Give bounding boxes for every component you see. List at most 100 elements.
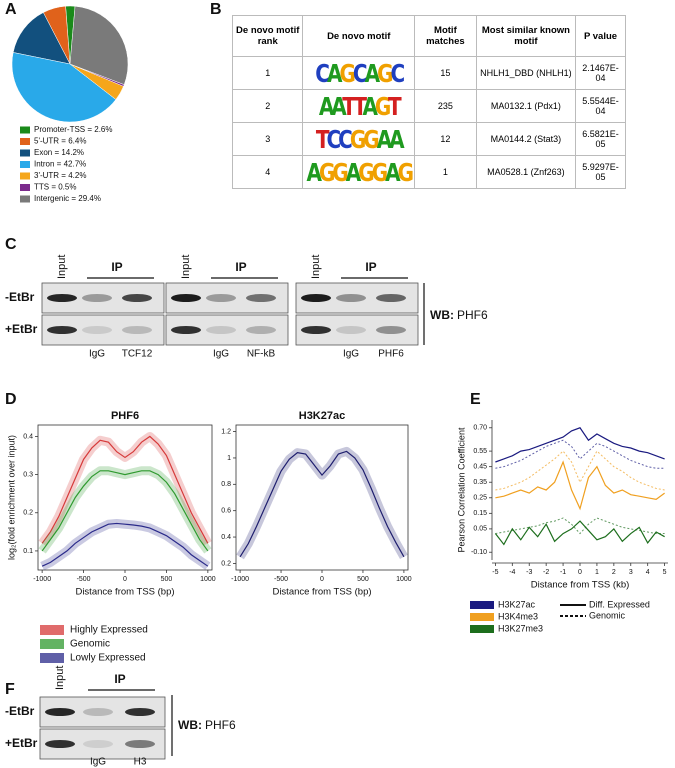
- genomic-line: [495, 450, 665, 491]
- legend-swatch: [20, 161, 30, 168]
- y-tick-label: 0.45: [473, 464, 487, 471]
- motif-logo: TCCGGAA: [315, 124, 405, 154]
- motif-logo: AATTAGT: [318, 91, 402, 121]
- row-label: -EtBr: [5, 704, 35, 718]
- lane-label: IgG: [343, 349, 359, 360]
- table-cell: NHLH1_DBD (NHLH1): [475, 56, 577, 90]
- legend-label: Highly Expressed: [70, 625, 148, 636]
- ip-label: IP: [235, 260, 246, 274]
- lane-label: Input: [180, 255, 192, 279]
- panel-label: B: [210, 1, 222, 18]
- blot-band: [171, 326, 201, 334]
- header-cell: De novo motif: [302, 15, 416, 57]
- x-tick-label: 5: [663, 569, 667, 576]
- confidence-band: [236, 446, 408, 560]
- blot-band: [246, 326, 276, 334]
- table-cell: 6.5821E-05: [575, 122, 626, 156]
- confidence-band: [40, 518, 211, 571]
- row-label: +EtBr: [5, 322, 38, 336]
- x-axis-label: Distance from TSS (bp): [75, 587, 174, 598]
- series-line: [494, 520, 665, 546]
- blot-band: [301, 294, 331, 302]
- blot-band: [336, 326, 366, 334]
- blot-band: [82, 326, 112, 334]
- motif-cell: AGGAGGAG: [302, 155, 416, 189]
- x-tick-label: 0: [578, 569, 582, 576]
- table-row: 3 TCCGGAA 12 MA0144.2 (Stat3) 6.5821E-05: [231, 122, 626, 156]
- table-cell: MA0132.1 (Pdx1): [475, 89, 577, 123]
- legend-swatch: [20, 184, 30, 191]
- y-tick-label: 0.1: [23, 548, 33, 555]
- series-line: [41, 470, 209, 552]
- wb-target: PHF6: [457, 308, 488, 322]
- table-cell: 1: [231, 56, 304, 90]
- y-tick-label: 0.8: [221, 481, 231, 488]
- table-row: 2 AATTAGT 235 MA0132.1 (Pdx1) 5.5544E-04: [231, 89, 626, 123]
- lane-label: IgG: [90, 757, 106, 768]
- blot-band: [206, 294, 236, 302]
- x-tick-label: -4: [509, 569, 515, 576]
- blot-band: [45, 740, 75, 748]
- panel-label: D: [5, 391, 17, 408]
- lane-label: Input: [56, 255, 68, 279]
- table-row: 1 CAGCAGC 15 NHLH1_DBD (NHLH1) 2.1467E-04: [231, 56, 626, 90]
- panel-label: F: [5, 681, 15, 698]
- lane-label: Input: [54, 666, 66, 690]
- legend-swatch: [470, 601, 494, 609]
- x-tick-label: 0: [320, 576, 324, 583]
- header-cell: De novo motif rank: [231, 15, 304, 57]
- table-cell: 15: [414, 56, 477, 90]
- x-tick-label: -500: [274, 576, 288, 583]
- legend-label: Genomic: [70, 639, 110, 650]
- blot-band: [45, 708, 75, 716]
- table-cell: MA0528.1 (Znf263): [475, 155, 577, 189]
- legend-swatch: [20, 149, 30, 157]
- header-row: De novo motif rank De novo motif Motif mat…: [231, 15, 626, 57]
- table-cell: 2: [231, 89, 304, 123]
- ip-label: IP: [111, 260, 122, 274]
- legend-swatch: [470, 625, 494, 633]
- legend-label: H3K27me3: [498, 623, 543, 633]
- table-cell: MA0144.2 (Stat3): [475, 122, 577, 156]
- legend-label: H3K4me3: [498, 611, 538, 621]
- motif-cell: AATTAGT: [302, 89, 416, 123]
- y-axis-label: Pearson Correlation Coefficient: [456, 427, 466, 552]
- y-tick-label: 0.35: [473, 479, 487, 486]
- y-tick-label: 0.25: [473, 495, 487, 502]
- x-tick-label: 1000: [396, 576, 412, 583]
- row-label: -EtBr: [5, 290, 35, 304]
- x-tick-label: -3: [526, 569, 532, 576]
- motif-cell: CAGCAGC: [302, 56, 416, 90]
- blot-band: [246, 294, 276, 302]
- x-tick-label: 4: [646, 569, 650, 576]
- lane-label: IgG: [213, 349, 229, 360]
- header-cell: Most similar known motif: [475, 15, 577, 57]
- blot-band: [376, 326, 406, 334]
- ip-label: IP: [114, 672, 125, 686]
- y-tick-label: 0.70: [473, 425, 487, 432]
- x-axis-label: Distance from TSS (kb): [531, 580, 630, 591]
- table-cell: 1: [414, 155, 477, 189]
- blot-band: [171, 294, 201, 302]
- series-line: [495, 427, 665, 463]
- legend-label: Lowly Expressed: [70, 653, 146, 664]
- legend-label: H3K27ac: [498, 599, 536, 609]
- x-tick-label: 1: [595, 569, 599, 576]
- y-tick-label: 0.05: [473, 526, 487, 533]
- legend-swatch: [40, 639, 64, 649]
- table-cell: 5.9297E-05: [575, 155, 626, 189]
- series-line: [41, 522, 209, 567]
- x-tick-label: -500: [77, 576, 91, 583]
- series-line: [41, 435, 209, 544]
- motif-cell: TCCGGAA: [302, 122, 416, 156]
- header-cell: Motif matches: [414, 15, 477, 57]
- legend-swatch: [40, 653, 64, 663]
- legend-swatch: [470, 613, 494, 621]
- panel-label: E: [470, 391, 481, 408]
- lane-label: NF-kB: [247, 349, 276, 360]
- wb-target: PHF6: [205, 718, 236, 732]
- lane-label: PHF6: [378, 349, 404, 360]
- lane-label: IgG: [89, 349, 105, 360]
